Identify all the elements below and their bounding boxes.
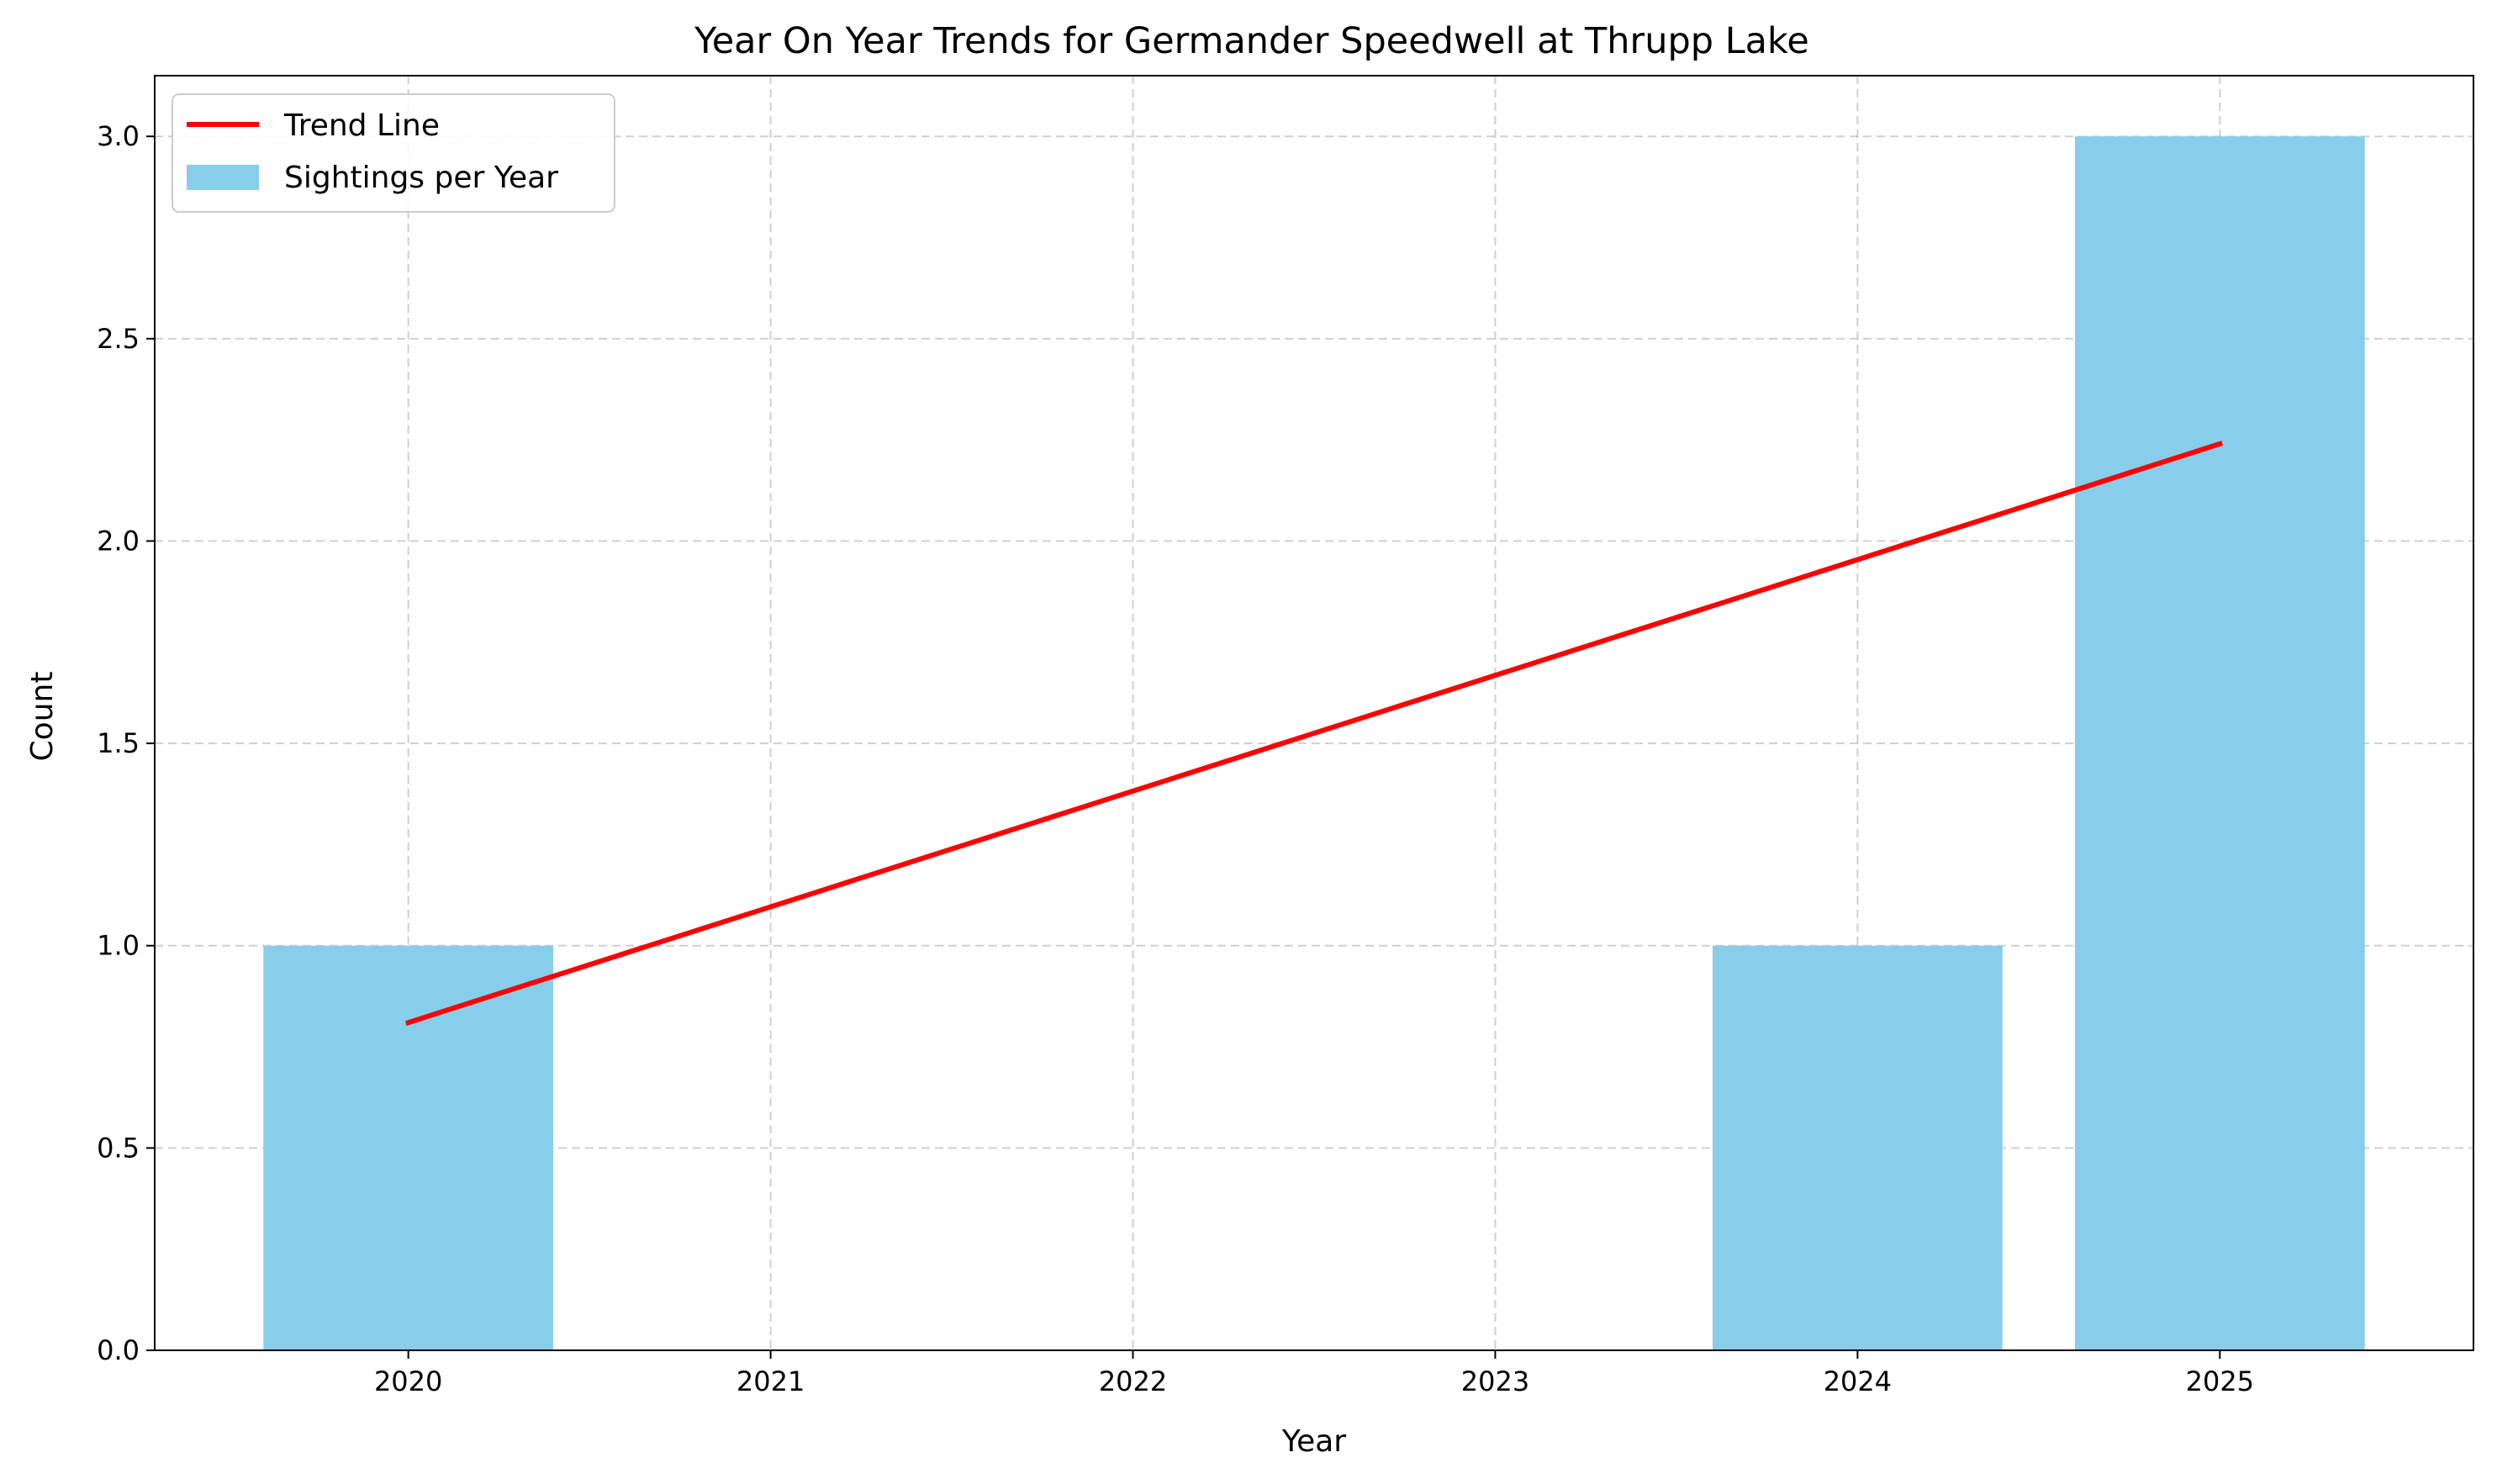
legend-label-sightings: Sightings per Year (284, 161, 558, 195)
y-tick-label: 2.0 (97, 525, 140, 557)
x-axis-label: Year (1281, 1424, 1346, 1459)
legend-label-trend-line: Trend Line (283, 108, 440, 143)
legend-box (172, 93, 615, 213)
x-tick-label: 2022 (1099, 1365, 1167, 1397)
y-tick-label: 2.5 (97, 323, 140, 355)
x-tick-label: 2020 (374, 1365, 442, 1397)
legend-swatch-sightings (187, 165, 259, 190)
x-tick-label: 2024 (1824, 1365, 1892, 1397)
y-tick-label: 1.5 (97, 727, 140, 759)
x-axis-ticks: 2020 2021 2022 2023 2024 2025 (374, 1350, 2254, 1397)
y-tick-label: 3.0 (97, 120, 140, 152)
y-axis-label: Count (25, 672, 60, 762)
bar (2074, 136, 2365, 1351)
trend-line (404, 441, 2224, 1026)
x-tick-label: 2025 (2186, 1365, 2254, 1397)
plot-frame (154, 75, 2474, 1351)
y-tick-label: 0.0 (97, 1334, 140, 1366)
y-tick-label: 1.0 (97, 930, 140, 962)
bars (263, 136, 2365, 1351)
trend-line-layer (404, 441, 2224, 1026)
bar (1713, 945, 2003, 1350)
legend: Trend Line Sightings per Year (172, 93, 615, 213)
x-tick-label: 2023 (1461, 1365, 1529, 1397)
y-axis-ticks: 0.0 0.5 1.0 1.5 2.0 2.5 3.0 (97, 120, 155, 1366)
x-tick-label: 2021 (736, 1365, 805, 1397)
bar (263, 945, 554, 1350)
y-tick-label: 0.5 (97, 1132, 140, 1164)
chart-title: Year On Year Trends for Germander Speedw… (694, 20, 1809, 62)
